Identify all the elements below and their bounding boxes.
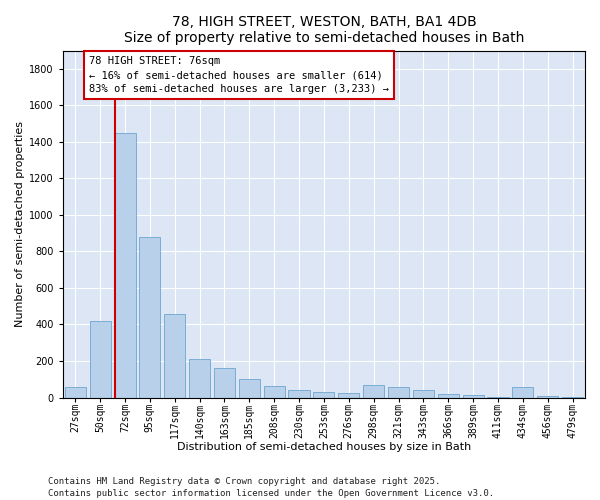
- Bar: [89, 321, 110, 398]
- Bar: [115, 132, 136, 398]
- Bar: [313, 392, 334, 398]
- Bar: [263, 386, 285, 398]
- X-axis label: Distribution of semi-detached houses by size in Bath: Distribution of semi-detached houses by …: [177, 442, 471, 452]
- Bar: [537, 396, 558, 398]
- Bar: [512, 388, 533, 398]
- Bar: [338, 393, 359, 398]
- Bar: [487, 396, 509, 398]
- Bar: [437, 394, 459, 398]
- Text: Contains HM Land Registry data © Crown copyright and database right 2025.
Contai: Contains HM Land Registry data © Crown c…: [48, 476, 494, 498]
- Text: 78 HIGH STREET: 76sqm
← 16% of semi-detached houses are smaller (614)
83% of sem: 78 HIGH STREET: 76sqm ← 16% of semi-deta…: [89, 56, 389, 94]
- Bar: [562, 396, 583, 398]
- Bar: [65, 386, 86, 398]
- Title: 78, HIGH STREET, WESTON, BATH, BA1 4DB
Size of property relative to semi-detache: 78, HIGH STREET, WESTON, BATH, BA1 4DB S…: [124, 15, 524, 45]
- Bar: [189, 359, 210, 398]
- Y-axis label: Number of semi-detached properties: Number of semi-detached properties: [15, 121, 25, 327]
- Bar: [289, 390, 310, 398]
- Bar: [413, 390, 434, 398]
- Bar: [164, 314, 185, 398]
- Bar: [363, 384, 384, 398]
- Bar: [388, 388, 409, 398]
- Bar: [214, 368, 235, 398]
- Bar: [239, 380, 260, 398]
- Bar: [139, 237, 160, 398]
- Bar: [463, 395, 484, 398]
